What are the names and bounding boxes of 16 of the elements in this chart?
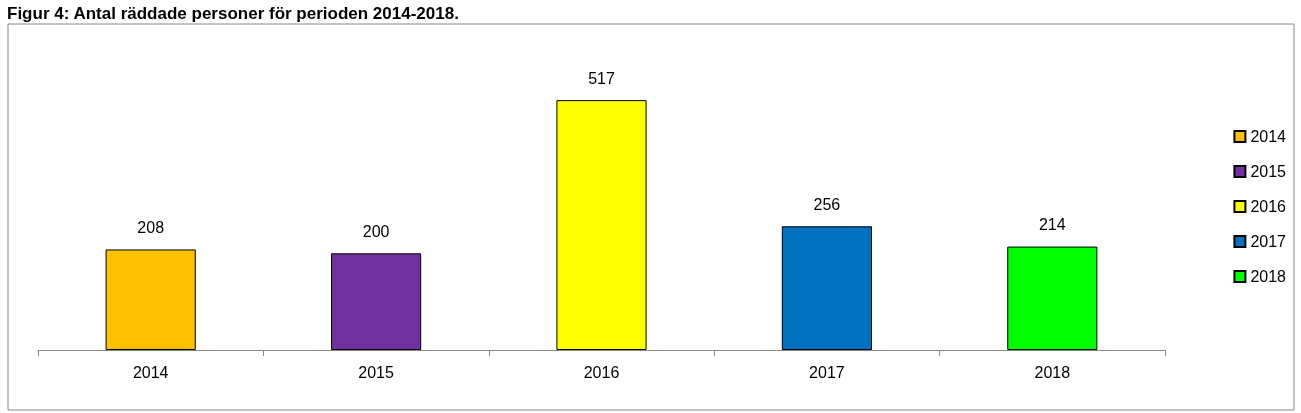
x-tick-label: 2017 <box>809 363 845 381</box>
data-label: 256 <box>813 195 841 213</box>
legend-label: 2016 <box>1250 198 1287 215</box>
legend-label: 2018 <box>1250 268 1287 285</box>
x-tick-label: 2016 <box>583 363 620 381</box>
data-label: 208 <box>137 218 165 236</box>
legend-label: 2015 <box>1250 163 1287 180</box>
data-label: 200 <box>362 222 390 240</box>
legend-label: 2014 <box>1250 128 1287 145</box>
data-label: 517 <box>588 69 615 87</box>
x-tick-label: 2014 <box>132 363 169 381</box>
data-label: 214 <box>1038 216 1066 234</box>
x-tick-label: 2018 <box>1034 363 1071 381</box>
x-tick-label: 2015 <box>358 363 394 381</box>
legend-label: 2017 <box>1250 233 1287 250</box>
chart-title: Figur 4: Antal räddade personer för perioden 2014-2018. <box>7 4 459 23</box>
